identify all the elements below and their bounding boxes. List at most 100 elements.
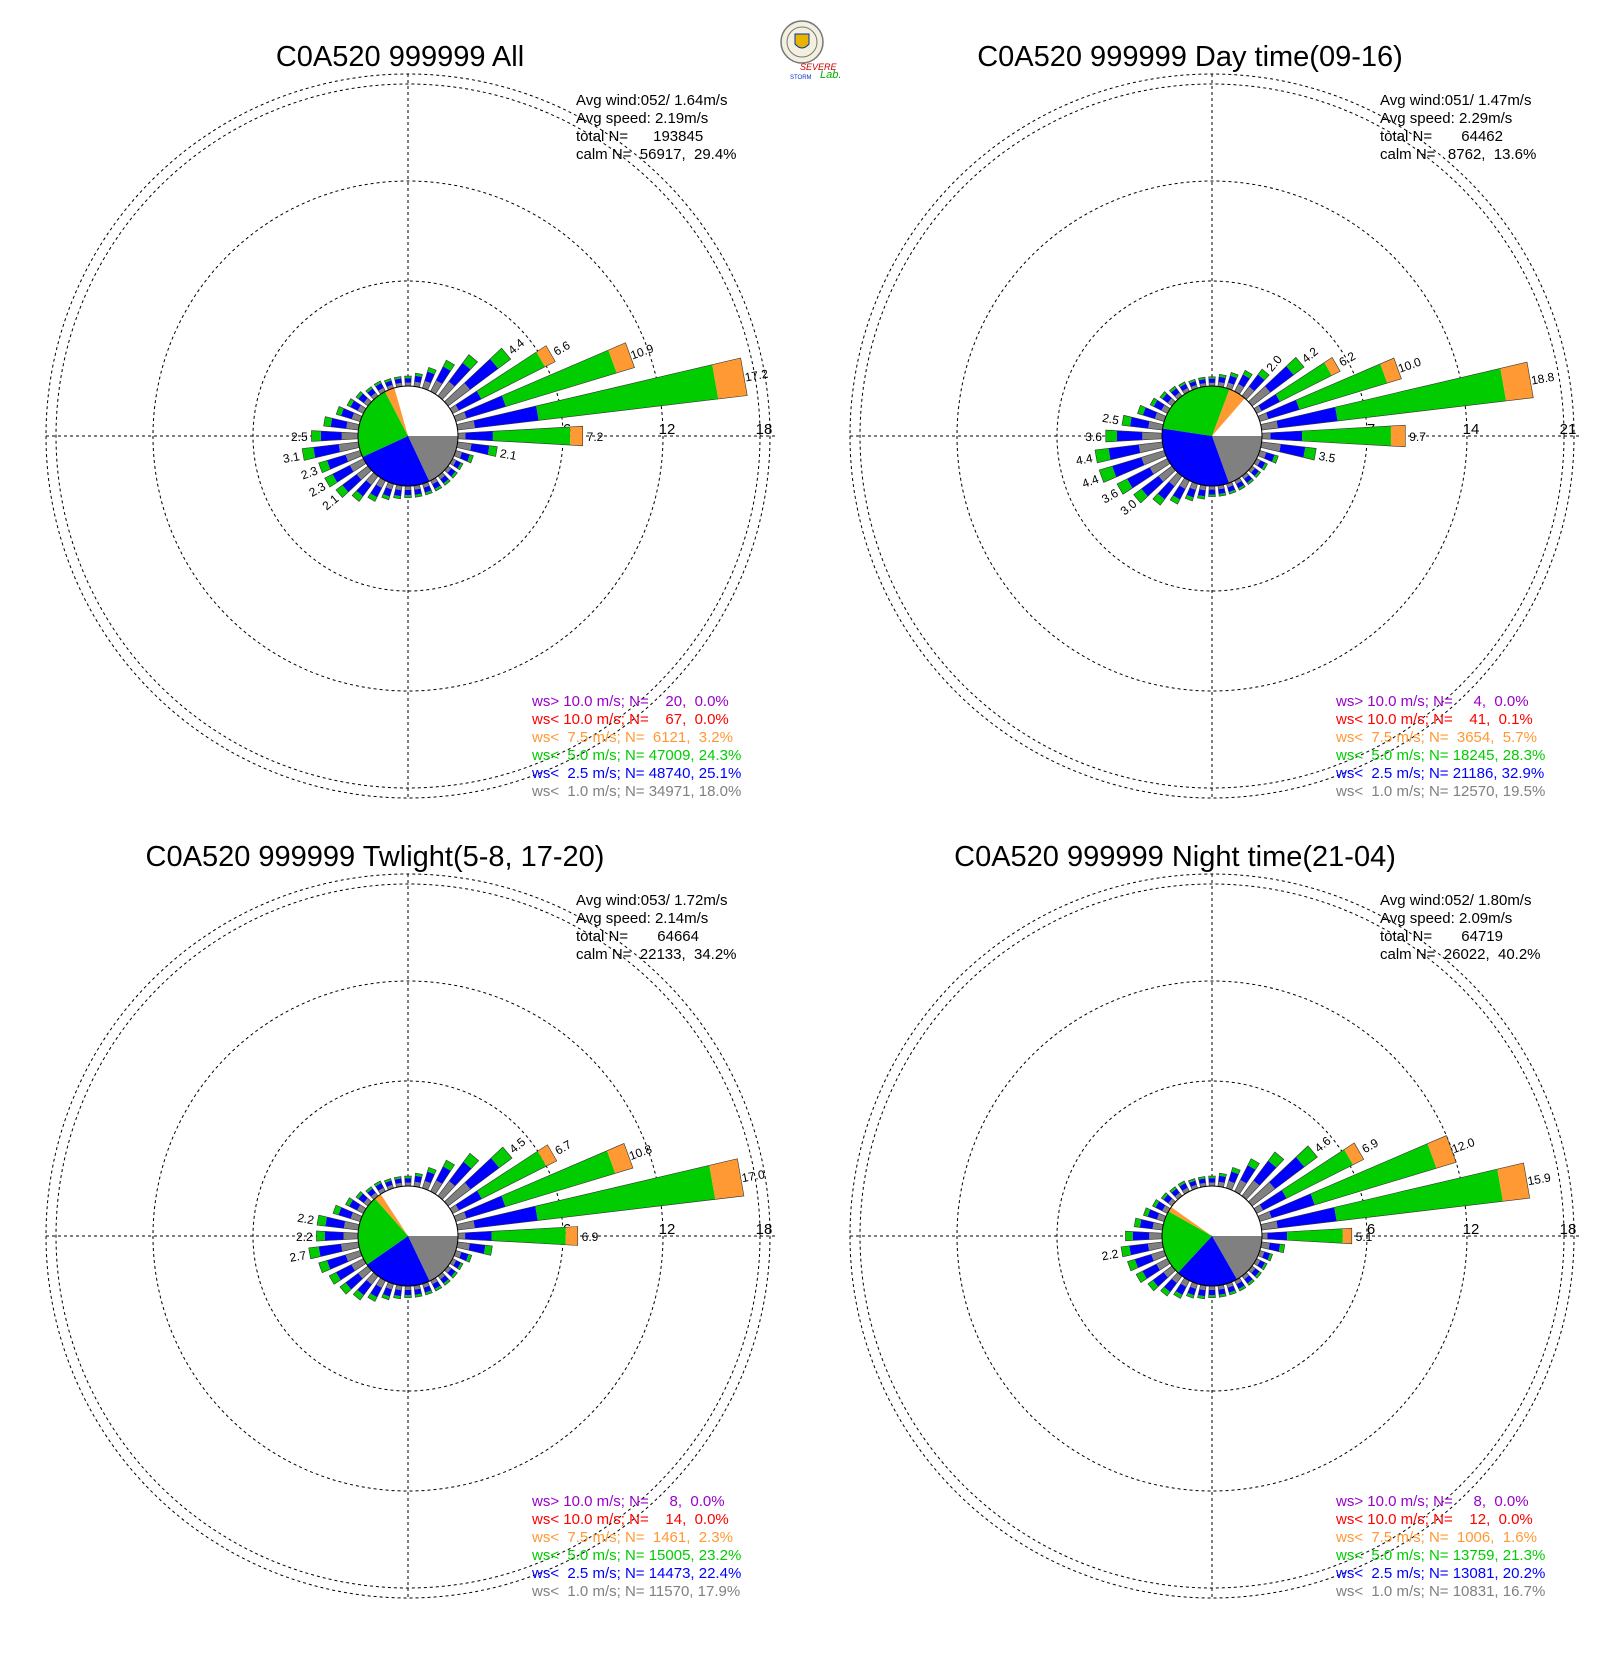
sector-bar-segment xyxy=(1281,1149,1354,1199)
sector-bar-segment xyxy=(1159,391,1167,399)
sector-bar-segment xyxy=(1238,1285,1246,1292)
sector-bar-segment xyxy=(1342,1228,1352,1244)
sector-value-label: 2.1 xyxy=(499,446,518,463)
legend-entry: ws> 10.0 m/s; N= 4, 0.0% xyxy=(1335,693,1529,710)
sector-bar-segment xyxy=(1228,489,1236,495)
ring-circle xyxy=(859,83,1565,789)
ring-label: 14 xyxy=(1463,421,1480,438)
sector-bar-segment xyxy=(1261,462,1268,471)
legend-entry: ws< 10.0 m/s; N= 12, 0.0% xyxy=(1335,1511,1533,1528)
sector-bar-segment xyxy=(427,367,437,375)
sector-bar-segment xyxy=(430,1180,443,1195)
sector-bar-segment xyxy=(1218,1288,1226,1295)
sector-bar-segment xyxy=(1217,382,1225,388)
sector-bar-segment xyxy=(1296,363,1388,410)
sector-bar-segment xyxy=(456,441,472,451)
stats-line: total N= 64664 xyxy=(576,928,699,945)
legend-entry: ws< 1.0 m/s; N= 11570, 17.9% xyxy=(531,1583,740,1600)
sector-bar-segment xyxy=(1182,388,1190,395)
sector-bar-segment xyxy=(1141,475,1164,497)
sector-bar-segment xyxy=(329,1272,341,1285)
sector-bar-segment xyxy=(1500,362,1534,401)
sector-bar-segment xyxy=(338,441,360,452)
sector-bar-segment xyxy=(1227,1285,1236,1293)
sector-bar-segment xyxy=(370,1284,382,1298)
logo-seal-inner xyxy=(786,26,818,58)
center-pie-slice xyxy=(1212,389,1245,436)
sector-bar-segment xyxy=(709,1158,744,1200)
sector-bar-segment xyxy=(414,1175,422,1183)
center-pie-slice xyxy=(385,387,408,436)
sector-bar-segment xyxy=(326,454,349,470)
sector-bar-segment xyxy=(404,1289,412,1296)
sector-bar-segment xyxy=(366,1272,379,1285)
sector-bar-segment xyxy=(1257,1260,1265,1269)
sector-bar-segment xyxy=(464,1157,500,1190)
sector-bar-segment xyxy=(316,1215,327,1227)
sector-bar-segment xyxy=(386,1281,394,1290)
sector-bar-segment xyxy=(448,362,471,387)
sector-bar-segment xyxy=(1247,1158,1260,1170)
sector-bar-segment xyxy=(436,1166,451,1184)
sector-bar-segment xyxy=(415,493,423,498)
legend-entry: ws> 10.0 m/s; N= 8, 0.0% xyxy=(1335,1493,1529,1510)
legend-entry: ws< 10.0 m/s; N= 41, 0.1% xyxy=(1335,711,1533,728)
sector-bar-segment xyxy=(1335,368,1507,422)
wind-rose-panel: C0A520 999999 Day time(09-16)714212.04.2… xyxy=(849,41,1582,800)
center-pie-outline xyxy=(357,385,459,487)
sector-bar-segment xyxy=(385,1180,393,1187)
sector-bar-segment xyxy=(1260,1241,1270,1250)
sector-bar-segment xyxy=(1178,381,1186,387)
sector-bar-segment xyxy=(1236,480,1245,489)
sector-bar-segment xyxy=(1147,1280,1159,1291)
sector-bar-segment xyxy=(1253,1258,1261,1266)
sector-bar-segment xyxy=(1208,485,1216,490)
sector-bar-segment xyxy=(1170,495,1180,505)
wind-rose-panel: C0A520 999999 Twlight(5-8, 17-20)612184.… xyxy=(45,841,778,1600)
sector-bar-segment xyxy=(1390,425,1406,447)
sector-bar-segment xyxy=(473,1206,538,1229)
sector-bar-segment xyxy=(1234,1179,1247,1195)
ring-circle-outer xyxy=(45,73,771,799)
stats-line: total N= 64462 xyxy=(1380,128,1503,145)
stats-line: calm N= 56917, 29.4% xyxy=(576,146,737,163)
sector-bar-segment xyxy=(394,1178,402,1184)
sector-bar-segment xyxy=(355,1191,363,1199)
sector-bar-segment xyxy=(570,426,583,446)
sector-bar-segment xyxy=(1147,1241,1164,1251)
sector-bar-segment xyxy=(413,1181,421,1188)
sector-bar-segment xyxy=(1117,430,1143,442)
legend-entry: ws< 2.5 m/s; N= 13081, 20.2% xyxy=(1335,1565,1545,1582)
legend-entry: ws< 5.0 m/s; N= 18245, 28.3% xyxy=(1335,747,1545,764)
sector-bar-segment xyxy=(1173,485,1186,500)
ring-circle-outer xyxy=(849,873,1575,1599)
sector-bar-segment xyxy=(1188,1178,1196,1183)
sector-value-label: 4.4 xyxy=(505,336,527,358)
sector-bar-segment xyxy=(1173,1291,1183,1299)
sector-bar-segment xyxy=(1234,477,1242,484)
sector-value-label: 5.1 xyxy=(1356,1230,1373,1244)
sector-bar-segment xyxy=(1152,1272,1168,1287)
sector-bar-segment xyxy=(1198,1178,1206,1184)
sector-bar-segment xyxy=(1191,385,1198,391)
sector-bar-segment xyxy=(1228,1171,1239,1184)
sector-bar-segment xyxy=(437,381,455,400)
sector-bar-segment xyxy=(1208,494,1216,497)
ring-circle xyxy=(859,883,1565,1589)
sector-bar-segment xyxy=(1247,478,1254,485)
sector-bar-segment xyxy=(424,1171,435,1184)
legend-entry: ws< 10.0 m/s; N= 67, 0.0% xyxy=(531,711,729,728)
sector-bar-segment xyxy=(1279,444,1306,458)
sector-value-label: 2.5 xyxy=(291,430,308,444)
sector-bar-segment xyxy=(1259,1190,1287,1211)
sector-bar-segment xyxy=(1261,1262,1268,1270)
sector-bar-segment xyxy=(1286,357,1305,375)
sector-value-label: 2.2 xyxy=(296,1230,313,1244)
center-pie-slice xyxy=(1161,1211,1212,1273)
sector-value-label: 3.0 xyxy=(1118,496,1140,518)
center-pie-slice xyxy=(362,436,430,486)
sector-bar-segment xyxy=(1127,467,1154,489)
sector-value-label: 17.2 xyxy=(744,367,770,385)
sector-bar-segment xyxy=(349,458,367,472)
